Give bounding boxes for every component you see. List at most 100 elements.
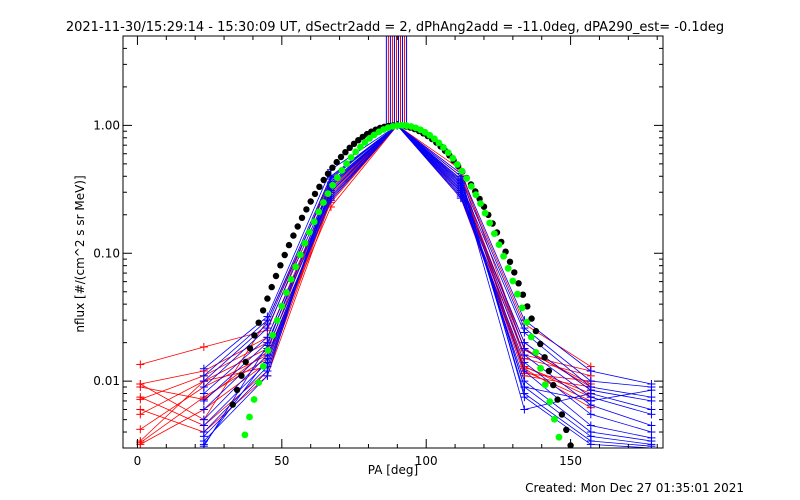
green-fit-point xyxy=(463,175,470,182)
x-tick-label: 0 xyxy=(134,454,142,468)
blue-trace-point xyxy=(647,396,656,405)
green-fit-point xyxy=(458,167,466,175)
x-tick-label: 100 xyxy=(415,454,438,468)
green-fit-point xyxy=(541,381,549,389)
black-fit-point xyxy=(511,269,518,276)
black-fit-point xyxy=(233,386,241,394)
blue-trace-line xyxy=(203,124,652,442)
green-fit-point xyxy=(546,398,554,406)
blue-trace-line xyxy=(203,124,652,415)
green-fit-point xyxy=(527,333,535,341)
black-fit-point xyxy=(554,396,561,403)
black-fit-point xyxy=(324,170,332,177)
blue-trace-point xyxy=(199,364,208,373)
green-fit-point xyxy=(532,349,540,356)
blue-trace-line xyxy=(203,124,652,402)
red-trace-point xyxy=(199,342,208,351)
black-fit-point xyxy=(255,319,262,326)
x-tick-label: 50 xyxy=(274,454,289,468)
blue-trace-line xyxy=(203,124,652,433)
plot-axes: 0 50 100 150 0.01 0.10 1.00 xyxy=(93,35,664,468)
green-fit-point xyxy=(264,347,272,354)
green-fit-point xyxy=(287,276,295,283)
green-fit-point xyxy=(292,263,300,271)
black-fit-point xyxy=(290,232,297,239)
green-fit-point xyxy=(315,208,323,216)
blue-trace-point xyxy=(647,386,656,395)
black-fit-point xyxy=(311,190,319,198)
black-fit-point xyxy=(528,315,535,322)
y-tick-label: 0.01 xyxy=(93,374,120,388)
black-fit-point xyxy=(303,206,310,213)
green-fit-point xyxy=(449,154,457,162)
black-fit-point xyxy=(238,372,245,379)
green-fit-point xyxy=(430,135,438,143)
green-fit-point xyxy=(444,149,452,157)
blue-trace-line xyxy=(203,124,652,388)
red-trace-line xyxy=(140,124,591,415)
blue-trace-point xyxy=(263,354,272,363)
green-fit-point xyxy=(491,230,498,238)
blue-trace-point xyxy=(520,367,529,376)
blue-trace-line xyxy=(203,124,652,385)
x-axis-label: PA [deg] xyxy=(368,463,418,477)
green-fit-point xyxy=(477,200,484,208)
y-tick-label: 0.10 xyxy=(93,246,120,260)
green-fit-point xyxy=(324,190,332,198)
green-fit-point xyxy=(551,415,558,423)
blue-trace-point xyxy=(586,440,595,448)
green-fit-point xyxy=(509,277,517,285)
blue-trace-point xyxy=(586,367,595,376)
green-fit-point xyxy=(523,318,531,326)
black-fit-point xyxy=(333,158,340,166)
black-fit-point xyxy=(272,272,280,280)
blue-trace-point xyxy=(263,324,272,333)
blue-trace-point xyxy=(520,405,529,414)
green-fit-point xyxy=(435,139,443,147)
green-fit-point xyxy=(472,191,480,199)
blue-trace-point xyxy=(199,389,208,398)
black-fit-point xyxy=(506,258,514,265)
black-fit-point xyxy=(350,140,358,147)
black-fit-point xyxy=(277,262,284,269)
green-fit-point xyxy=(467,183,475,190)
black-fit-point xyxy=(242,358,249,366)
green-fit-point xyxy=(246,413,253,421)
green-fit-point xyxy=(352,148,360,156)
green-fit-point xyxy=(481,209,489,217)
green-fit-point xyxy=(273,317,281,324)
blue-trace-point xyxy=(647,405,656,414)
green-fit-point xyxy=(357,143,364,151)
green-fit-point xyxy=(296,251,304,259)
black-fit-point xyxy=(545,367,553,375)
green-fit-point xyxy=(320,199,327,206)
blue-trace-point xyxy=(199,442,208,448)
black-fit-point xyxy=(285,241,293,249)
black-fit-point xyxy=(519,291,527,298)
black-fit-point xyxy=(316,183,323,190)
green-fit-point xyxy=(278,302,286,310)
black-fit-point xyxy=(532,327,540,335)
red-trace-point xyxy=(136,425,145,434)
black-fit-point xyxy=(342,149,349,156)
green-fit-point xyxy=(537,364,544,372)
black-fit-point xyxy=(515,280,522,287)
blue-trace-point xyxy=(586,389,595,398)
blue-trace-point xyxy=(647,444,656,448)
black-fit-point xyxy=(558,411,566,418)
black-fit-point xyxy=(298,214,306,221)
green-fit-point xyxy=(504,264,512,272)
green-fit-point xyxy=(255,379,263,386)
blue-trace-point xyxy=(520,393,529,402)
green-fit-point xyxy=(310,218,318,226)
black-fit-point xyxy=(550,381,557,389)
black-fit-point xyxy=(246,345,254,352)
plot-frame xyxy=(122,35,664,449)
green-fit-point xyxy=(338,167,346,174)
y-tick-label: 1.00 xyxy=(93,118,120,132)
blue-trace-point xyxy=(586,396,595,405)
red-trace-line xyxy=(140,124,592,442)
black-fit-point xyxy=(563,426,570,433)
black-fit-point xyxy=(329,164,336,171)
created-footer: Created: Mon Dec 27 01:35:01 2021 xyxy=(525,481,744,495)
